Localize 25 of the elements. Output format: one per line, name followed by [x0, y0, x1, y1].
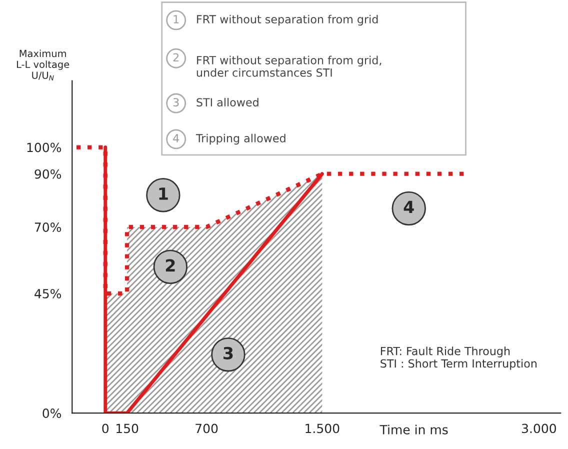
annotation: Tripping allowed [196, 134, 286, 145]
text: 4 [173, 134, 179, 142]
x-axis-title: Time in ms [380, 424, 448, 434]
x-tick-label: 150 [116, 424, 138, 434]
y-tick-label: 90% [34, 169, 62, 179]
x-tick-label: 700 [196, 424, 218, 434]
text: 2 [173, 53, 178, 62]
annotation: 1 [159, 188, 168, 200]
text: 3 [173, 98, 179, 106]
annotation: FRT: Fault Ride Through STI : Short Term Interruption [380, 346, 537, 370]
x-tick-label: 3.000 [522, 424, 556, 434]
y-tick-label: 70% [34, 222, 62, 232]
annotation: STI allowed [196, 98, 258, 106]
y-tick-label: 0% [42, 408, 62, 418]
x-tick-label: 0 [102, 424, 109, 434]
y-axis-title: Maximum L-L voltage U/U$_{N}$ [16, 50, 70, 80]
annotation: 3 [224, 346, 233, 360]
y-tick-label: 45% [34, 288, 62, 298]
y-tick-label: 100% [27, 142, 62, 152]
x-tick-label: 1.500 [306, 424, 340, 434]
text: FRT without separation from grid [197, 14, 378, 26]
annotation: 4 [404, 200, 414, 214]
annotation: 2 [166, 259, 175, 272]
text: 1 [174, 15, 179, 24]
text: FRT without separation from grid, under circumstances STI [196, 56, 382, 77]
